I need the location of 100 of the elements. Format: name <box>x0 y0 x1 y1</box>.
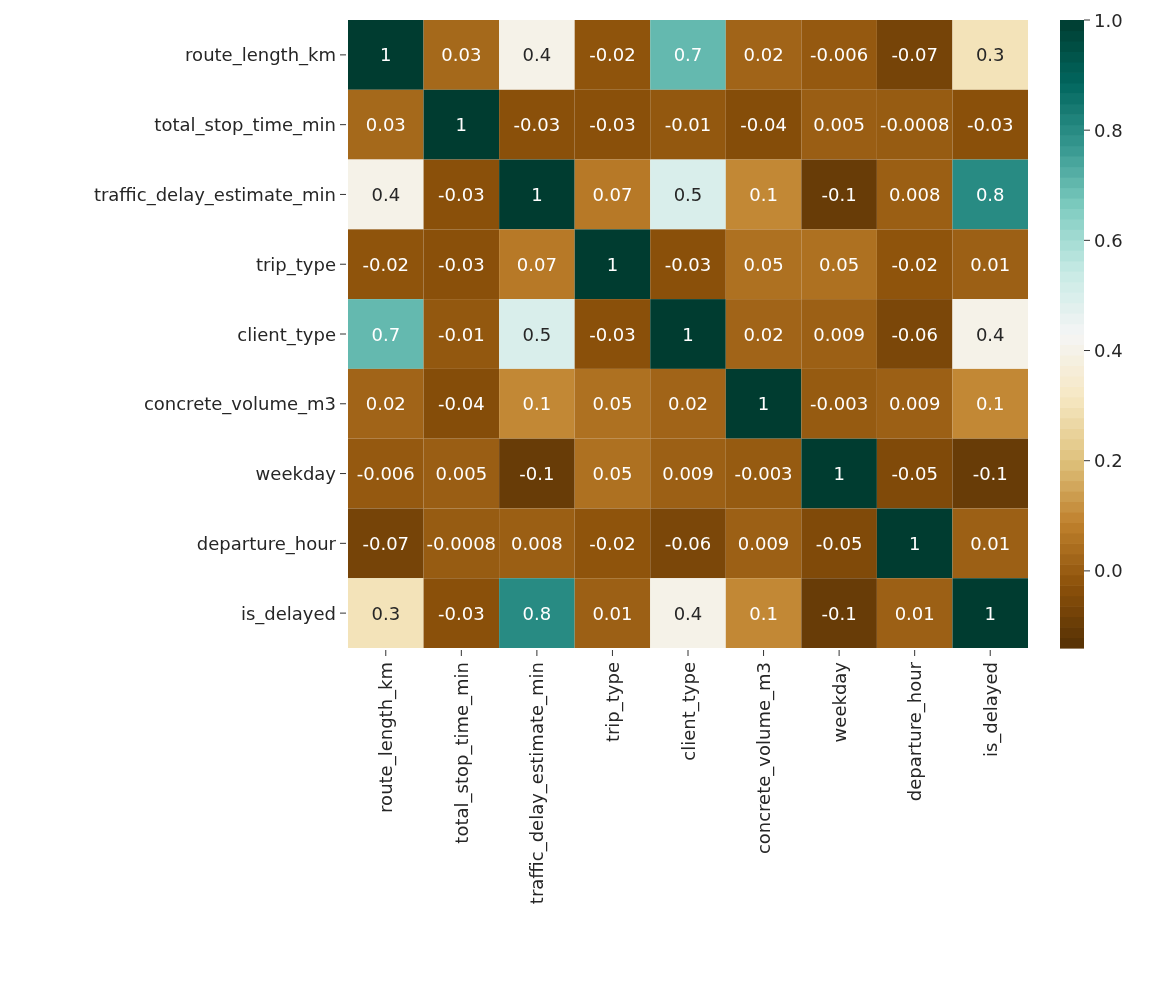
data-label: 0.5 <box>522 323 552 345</box>
data-label: 0.07 <box>592 183 633 205</box>
data-label: 1 <box>380 44 392 66</box>
data-label: 0.03 <box>441 44 482 66</box>
data-label: -0.0008 <box>879 114 950 136</box>
y-tick-label: client_type <box>237 323 336 346</box>
color-bar-label: 0.8 <box>1094 119 1123 141</box>
data-label: -0.03 <box>589 323 636 345</box>
y-tick-label: traffic_delay_estimate_min <box>93 183 336 206</box>
data-label: 1 <box>984 602 996 624</box>
data-label: -0.003 <box>810 393 869 415</box>
data-label: 1 <box>908 532 921 554</box>
data-label: -0.02 <box>891 253 938 275</box>
data-label: 0.005 <box>435 463 488 485</box>
data-label: -0.006 <box>356 463 415 485</box>
data-label: -0.1 <box>972 463 1008 485</box>
data-label: -0.03 <box>513 114 561 136</box>
data-label: 1 <box>682 323 694 345</box>
data-label: 0.009 <box>813 323 865 345</box>
data-label: 0.1 <box>975 393 1005 415</box>
data-label: -0.07 <box>362 532 410 554</box>
data-label: 0.008 <box>888 183 941 205</box>
data-label: 0.7 <box>371 323 401 345</box>
data-label: -0.07 <box>891 44 938 66</box>
data-label: -0.06 <box>891 323 938 345</box>
data-label: -0.03 <box>438 253 485 275</box>
y-tick-label: total_stop_time_min <box>154 114 336 137</box>
data-label: -0.003 <box>734 463 793 485</box>
data-label: 0.1 <box>749 602 778 624</box>
color-bar-label: 0.0 <box>1094 560 1123 582</box>
data-label: 0.02 <box>743 44 784 66</box>
data-label: 1 <box>757 393 770 415</box>
data-label: -0.03 <box>438 602 485 624</box>
x-tick-label: trip_type <box>601 662 624 743</box>
data-label: -0.05 <box>815 532 863 554</box>
data-label: -0.04 <box>438 393 485 415</box>
x-tick-label: weekday <box>828 661 850 743</box>
data-label: 0.8 <box>522 602 552 624</box>
data-label: 0.4 <box>371 183 401 205</box>
data-label: 0.008 <box>511 532 563 554</box>
data-label: 0.005 <box>813 114 865 136</box>
data-label: -0.02 <box>362 253 410 275</box>
data-label: 0.02 <box>743 323 784 345</box>
data-label: -0.03 <box>589 114 636 136</box>
data-label: 0.4 <box>673 602 703 624</box>
data-label: 0.02 <box>667 393 709 415</box>
data-label: 0.01 <box>970 253 1011 275</box>
data-label: 0.05 <box>592 393 633 415</box>
data-label: -0.02 <box>589 532 636 554</box>
data-label: 1 <box>606 253 619 275</box>
data-label: 0.8 <box>975 183 1005 205</box>
data-label: -0.05 <box>891 463 938 485</box>
data-label: 0.4 <box>522 44 552 66</box>
data-label: 0.07 <box>516 253 557 275</box>
x-tick-label: client_type <box>677 662 700 761</box>
data-label: 0.009 <box>662 463 714 485</box>
data-label: 0.4 <box>975 323 1005 345</box>
color-bar-label: 0.4 <box>1094 340 1123 362</box>
data-label: -0.01 <box>438 323 485 345</box>
data-label: 0.009 <box>737 532 790 554</box>
y-tick-label: departure_hour <box>196 532 337 555</box>
y-tick-label: is_delayed <box>240 602 336 625</box>
data-label: 0.01 <box>592 602 633 624</box>
data-label: 0.05 <box>819 253 860 275</box>
data-label: 0.1 <box>749 183 778 205</box>
data-label: -0.03 <box>966 114 1014 136</box>
y-tick-label: concrete_volume_m3 <box>143 393 336 416</box>
data-label: -0.03 <box>664 253 712 275</box>
x-tick-label: is_delayed <box>979 662 1002 758</box>
data-label: -0.04 <box>740 114 787 136</box>
x-tick-label: concrete_volume_m3 <box>753 662 776 855</box>
data-label: -0.006 <box>810 44 869 66</box>
data-label: -0.1 <box>821 602 857 624</box>
data-label: 0.3 <box>371 602 401 624</box>
data-label: 0.7 <box>673 44 703 66</box>
data-label: -0.0008 <box>426 532 497 554</box>
data-label: 1 <box>531 183 543 205</box>
data-label: 0.03 <box>365 114 406 136</box>
x-tick-label: departure_hour <box>904 661 927 802</box>
y-tick-label: route_length_km <box>185 44 336 67</box>
data-label: 1 <box>833 463 845 485</box>
data-label: -0.01 <box>664 114 712 136</box>
data-label: 0.5 <box>673 183 703 205</box>
data-label: -0.02 <box>589 44 636 66</box>
y-tick-label: weekday <box>255 463 337 485</box>
x-tick-label: total_stop_time_min <box>450 662 473 844</box>
data-label: 0.02 <box>365 393 406 415</box>
data-label: 0.1 <box>522 393 552 415</box>
data-label: 0.01 <box>970 532 1011 554</box>
x-tick-label: traffic_delay_estimate_min <box>526 662 549 905</box>
data-label: -0.06 <box>664 532 712 554</box>
data-label: 0.3 <box>975 44 1005 66</box>
data-label: 0.05 <box>592 463 633 485</box>
data-label: 0.01 <box>894 602 935 624</box>
color-bar-label: 0.2 <box>1094 450 1123 472</box>
data-label: -0.03 <box>438 183 485 205</box>
color-bar-label: 0.6 <box>1094 229 1123 251</box>
data-label: -0.1 <box>821 183 857 205</box>
y-tick-label: trip_type <box>255 253 336 276</box>
data-label: 1 <box>455 114 468 136</box>
